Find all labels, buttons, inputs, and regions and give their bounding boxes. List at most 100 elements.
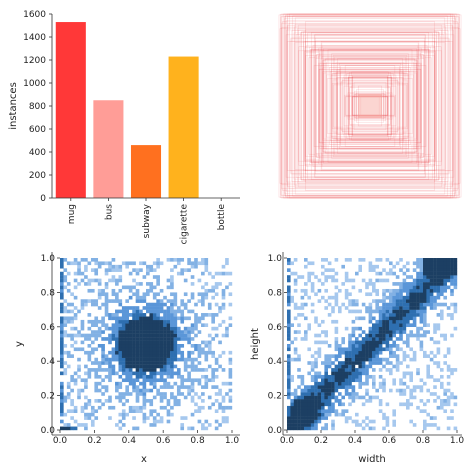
hist-cell — [111, 371, 116, 376]
hist-cell — [372, 333, 376, 338]
hist-cell — [368, 326, 373, 331]
hist-cell — [135, 368, 140, 372]
hist-cell — [395, 344, 400, 348]
hist-cell — [423, 313, 427, 317]
hist-cell — [409, 292, 413, 297]
hist-cell — [372, 282, 376, 286]
hist-cell — [214, 374, 219, 379]
hist-cell — [375, 330, 379, 334]
hist-cell — [63, 395, 68, 400]
hist-cell — [372, 419, 376, 424]
hist-cell — [60, 344, 64, 348]
hist-cell — [290, 419, 294, 424]
hist-cell — [111, 354, 116, 358]
hist-cell — [121, 333, 126, 338]
hist-cell — [300, 426, 305, 431]
hist-cell — [84, 364, 88, 369]
hist-cell — [166, 299, 171, 303]
hist-cell — [426, 423, 430, 427]
bbox-outline — [331, 83, 409, 129]
hist-cell — [331, 381, 335, 386]
hist-cell — [392, 316, 396, 321]
hist-cell — [156, 340, 160, 345]
hist-cell — [94, 278, 99, 283]
hist-cell — [409, 330, 413, 334]
hist-cell — [372, 395, 376, 400]
hist-cell — [70, 337, 74, 341]
hist-cell — [170, 395, 174, 400]
hist-cell — [358, 333, 362, 338]
hist-cell — [183, 416, 188, 420]
hist-cell — [183, 292, 188, 297]
hist-cell — [293, 288, 298, 293]
hist-cell — [341, 402, 345, 407]
hist-cell — [214, 313, 219, 317]
hist-cell — [287, 275, 291, 279]
hist-cell — [321, 378, 325, 383]
hist-cell — [297, 357, 301, 362]
hist-cell — [139, 371, 143, 376]
hist-cell — [90, 423, 95, 427]
hist-cell — [389, 337, 393, 341]
hist-cell — [334, 326, 339, 331]
bbox-outline — [331, 72, 409, 140]
hist-cell — [331, 402, 335, 407]
hist-cell — [368, 316, 373, 321]
hist-cell — [368, 282, 373, 286]
hist-cell — [314, 316, 318, 321]
hist-cell — [214, 361, 219, 365]
hist-cell — [446, 368, 451, 372]
hist-cell — [163, 340, 167, 345]
hist-cell — [440, 402, 444, 407]
hist-cell — [361, 354, 366, 358]
hist-cell — [426, 271, 430, 276]
hist-cell — [399, 292, 403, 297]
hist-cell — [146, 347, 150, 352]
hist-cell — [402, 374, 407, 379]
hist-cell — [419, 285, 424, 290]
hist-cell — [221, 399, 226, 403]
hist-cell — [334, 371, 339, 376]
hist-cell — [132, 330, 136, 334]
hist-cell — [207, 340, 212, 345]
hist-cell — [450, 313, 454, 317]
hist-cell — [139, 261, 143, 266]
hist-ytick-label: 0.8 — [268, 288, 283, 298]
hist-cell — [218, 282, 222, 286]
hist-cell — [84, 268, 88, 272]
hist-cell — [406, 302, 410, 307]
hist-cell — [372, 326, 376, 331]
hist-cell — [135, 385, 140, 389]
hist-cell — [385, 344, 390, 348]
hist-cell — [146, 288, 150, 293]
hist-cell — [310, 412, 315, 417]
hist-cell — [118, 326, 123, 331]
hist-cell — [392, 326, 396, 331]
hist-cell — [163, 347, 167, 352]
hist-cell — [159, 419, 164, 424]
bbox-outline — [290, 37, 450, 175]
hist-cell — [97, 333, 102, 338]
hist-cell — [351, 330, 356, 334]
hist-cell — [111, 268, 116, 272]
hist-cell — [368, 309, 373, 314]
hist-cell — [152, 268, 157, 272]
bbox-outline — [305, 37, 435, 175]
hist-cell — [170, 319, 174, 324]
hist-cell — [358, 326, 362, 331]
hist-cell — [115, 282, 119, 286]
hist-cell — [132, 381, 136, 386]
hist-cell — [440, 313, 444, 317]
hist-cell — [406, 354, 410, 358]
hist-cell — [142, 319, 147, 324]
hist-cell — [334, 271, 339, 276]
hist-cell — [139, 319, 143, 324]
hist-cell — [132, 319, 136, 324]
hist-cell — [180, 426, 185, 431]
hist-cell — [348, 378, 352, 383]
bbox-outline — [354, 93, 386, 119]
hist-cell — [433, 399, 437, 403]
hist-cell — [201, 302, 205, 307]
hist-cell — [304, 395, 308, 400]
hist-cell — [170, 374, 174, 379]
